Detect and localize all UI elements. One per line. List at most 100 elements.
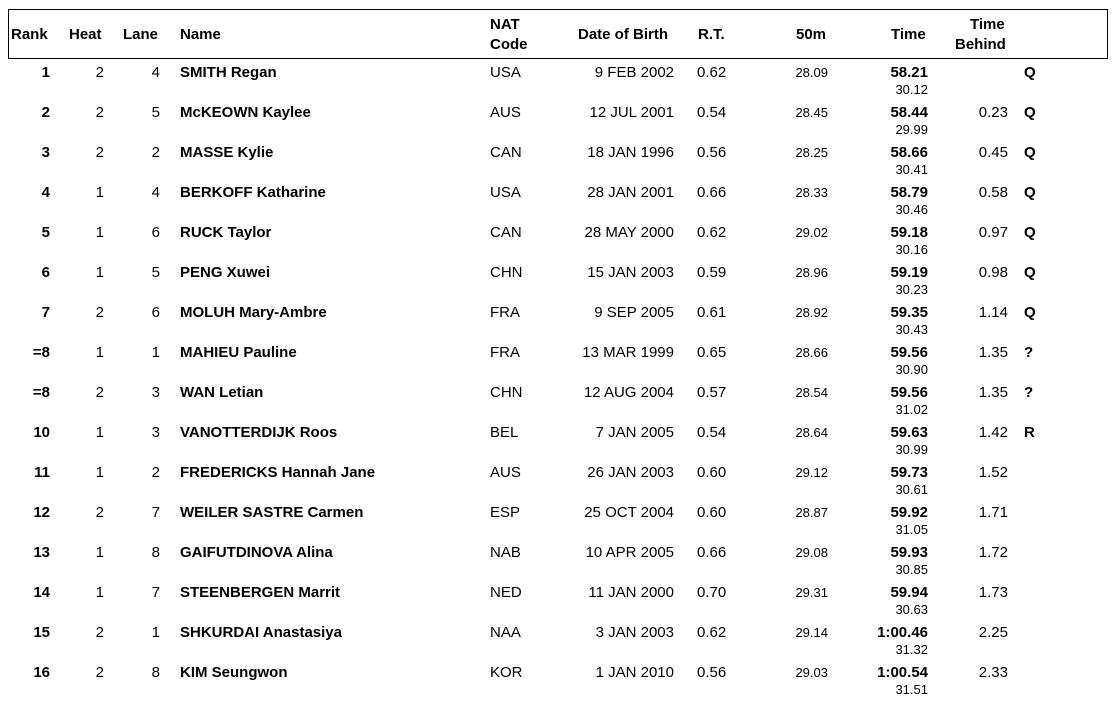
rank-cell: 15 xyxy=(33,624,50,641)
lane-cell: 4 xyxy=(151,184,160,201)
table-row: 15 2 1 SHKURDAI Anastasiya NAA 3 JAN 2003 0.62… xyxy=(0,621,1113,661)
rank-cell: 3 xyxy=(41,144,50,161)
split-50m-cell: 28.92 xyxy=(795,305,828,320)
heat-cell: 1 xyxy=(95,344,104,361)
name-cell: WEILER SASTRE Carmen xyxy=(180,504,364,521)
split-100m-cell: 30.23 xyxy=(895,282,928,297)
time-behind-cell: 0.23 xyxy=(978,104,1008,121)
split-100m-cell: 30.46 xyxy=(895,202,928,217)
rank-cell: 14 xyxy=(33,584,50,601)
heat-cell: 2 xyxy=(95,144,104,161)
reaction-time-cell: 0.62 xyxy=(697,64,727,81)
lane-cell: 5 xyxy=(151,104,160,121)
time-cell: 58.21 xyxy=(890,64,928,81)
split-100m-cell: 29.99 xyxy=(895,122,928,137)
table-row: 12 2 7 WEILER SASTRE Carmen ESP 25 OCT 2004 0.… xyxy=(0,501,1113,541)
split-100m-cell: 31.05 xyxy=(895,522,928,537)
qualification-cell: Q xyxy=(1024,264,1036,281)
reaction-time-cell: 0.54 xyxy=(697,104,727,121)
rank-cell: 16 xyxy=(33,664,50,681)
header-time: Time xyxy=(891,26,926,43)
split-50m-cell: 28.96 xyxy=(795,265,828,280)
time-cell: 1:00.46 xyxy=(877,624,928,641)
table-row: 1 2 4 SMITH Regan USA 9 FEB 2002 0.62 28.09 58.2… xyxy=(0,61,1113,101)
heat-cell: 1 xyxy=(95,264,104,281)
header-behind-line1: Time xyxy=(970,16,1005,33)
name-cell: BERKOFF Katharine xyxy=(180,184,326,201)
table-row: 11 1 2 FREDERICKS Hannah Jane AUS 26 JAN 2003… xyxy=(0,461,1113,501)
lane-cell: 4 xyxy=(151,64,160,81)
heat-cell: 2 xyxy=(95,104,104,121)
rank-cell: 7 xyxy=(41,304,50,321)
lane-cell: 1 xyxy=(151,624,160,641)
split-50m-cell: 29.02 xyxy=(795,225,828,240)
table-row: 3 2 2 MASSE Kylie CAN 18 JAN 1996 0.56 28.25 58.… xyxy=(0,141,1113,181)
header-rank: Rank xyxy=(11,26,48,43)
time-cell: 59.56 xyxy=(890,344,928,361)
split-50m-cell: 28.87 xyxy=(795,505,828,520)
reaction-time-cell: 0.60 xyxy=(697,464,727,481)
dob-cell: 1 JAN 2010 xyxy=(595,664,674,681)
heat-cell: 1 xyxy=(95,424,104,441)
qualification-cell: Q xyxy=(1024,304,1036,321)
split-50m-cell: 28.64 xyxy=(795,425,828,440)
table-row: 14 1 7 STEENBERGEN Marrit NED 11 JAN 2000 0.70… xyxy=(0,581,1113,621)
name-cell: GAIFUTDINOVA Alina xyxy=(180,544,333,561)
header-lane: Lane xyxy=(123,26,159,43)
name-cell: WAN Letian xyxy=(180,384,264,401)
dob-cell: 11 JAN 2000 xyxy=(588,584,674,601)
qualification-cell: Q xyxy=(1024,224,1036,241)
dob-cell: 12 JUL 2001 xyxy=(589,104,674,121)
table-row: 16 2 8 KIM Seungwon KOR 1 JAN 2010 0.56 29.03 1:… xyxy=(0,661,1113,701)
reaction-time-cell: 0.70 xyxy=(697,584,727,601)
split-100m-cell: 30.41 xyxy=(895,162,928,177)
table-row: 4 1 4 BERKOFF Katharine USA 28 JAN 2001 0.66 28… xyxy=(0,181,1113,221)
qualification-cell: ? xyxy=(1024,384,1034,401)
nat-cell: CAN xyxy=(490,144,522,161)
time-behind-cell: 0.58 xyxy=(978,184,1008,201)
split-50m-cell: 28.33 xyxy=(795,185,828,200)
dob-cell: 15 JAN 2003 xyxy=(587,264,674,281)
split-50m-cell: 29.12 xyxy=(795,465,828,480)
heat-cell: 1 xyxy=(95,544,104,561)
reaction-time-cell: 0.62 xyxy=(697,624,727,641)
table-row: 6 1 5 PENG Xuwei CHN 15 JAN 2003 0.59 28.96 59.1… xyxy=(0,261,1113,301)
dob-cell: 28 MAY 2000 xyxy=(584,224,674,241)
time-cell: 59.93 xyxy=(890,544,928,561)
time-behind-cell: 1.52 xyxy=(978,464,1008,481)
lane-cell: 7 xyxy=(151,504,160,521)
name-cell: MOLUH Mary-Ambre xyxy=(180,304,327,321)
lane-cell: 8 xyxy=(151,544,160,561)
name-cell: McKEOWN Kaylee xyxy=(180,104,311,121)
header-name: Name xyxy=(180,26,221,43)
rank-cell: 1 xyxy=(41,64,50,81)
header-heat: Heat xyxy=(69,26,102,43)
table-row: 5 1 6 RUCK Taylor CAN 28 MAY 2000 0.62 29.02 59.… xyxy=(0,221,1113,261)
table-row: =8 1 1 MAHIEU Pauline FRA 13 MAR 1999 0.65 28.6… xyxy=(0,341,1113,381)
qualification-cell: Q xyxy=(1024,184,1036,201)
time-behind-cell: 1.72 xyxy=(978,544,1008,561)
qualification-cell: Q xyxy=(1024,64,1036,81)
time-cell: 58.66 xyxy=(890,144,928,161)
split-50m-cell: 29.31 xyxy=(795,585,828,600)
heat-cell: 1 xyxy=(95,224,104,241)
time-behind-cell: 1.14 xyxy=(978,304,1008,321)
lane-cell: 3 xyxy=(151,424,160,441)
table-row: 2 2 5 McKEOWN Kaylee AUS 12 JUL 2001 0.54 28.45… xyxy=(0,101,1113,141)
heat-cell: 2 xyxy=(95,504,104,521)
rank-cell: 13 xyxy=(33,544,50,561)
reaction-time-cell: 0.56 xyxy=(697,664,727,681)
time-cell: 59.56 xyxy=(890,384,928,401)
split-50m-cell: 28.45 xyxy=(795,105,828,120)
rank-cell: =8 xyxy=(32,344,50,361)
time-behind-cell: 1.35 xyxy=(978,384,1008,401)
dob-cell: 10 APR 2005 xyxy=(585,544,674,561)
heat-cell: 2 xyxy=(95,384,104,401)
table-row: =8 2 3 WAN Letian CHN 12 AUG 2004 0.57 28.54 59.… xyxy=(0,381,1113,421)
name-cell: PENG Xuwei xyxy=(180,264,271,281)
name-cell: VANOTTERDIJK Roos xyxy=(180,424,338,441)
name-cell: SHKURDAI Anastasiya xyxy=(180,624,342,641)
reaction-time-cell: 0.61 xyxy=(697,304,727,321)
nat-cell: CHN xyxy=(490,384,523,401)
nat-cell: ESP xyxy=(490,504,521,521)
